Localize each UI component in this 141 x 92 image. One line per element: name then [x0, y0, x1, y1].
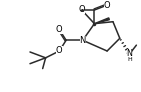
Polygon shape: [94, 18, 109, 24]
Text: N: N: [80, 36, 86, 45]
Text: O: O: [56, 25, 63, 34]
Text: N: N: [127, 49, 133, 58]
Text: O: O: [56, 46, 63, 55]
Text: H: H: [127, 57, 132, 62]
Text: O: O: [78, 6, 85, 15]
Text: O: O: [104, 1, 110, 10]
